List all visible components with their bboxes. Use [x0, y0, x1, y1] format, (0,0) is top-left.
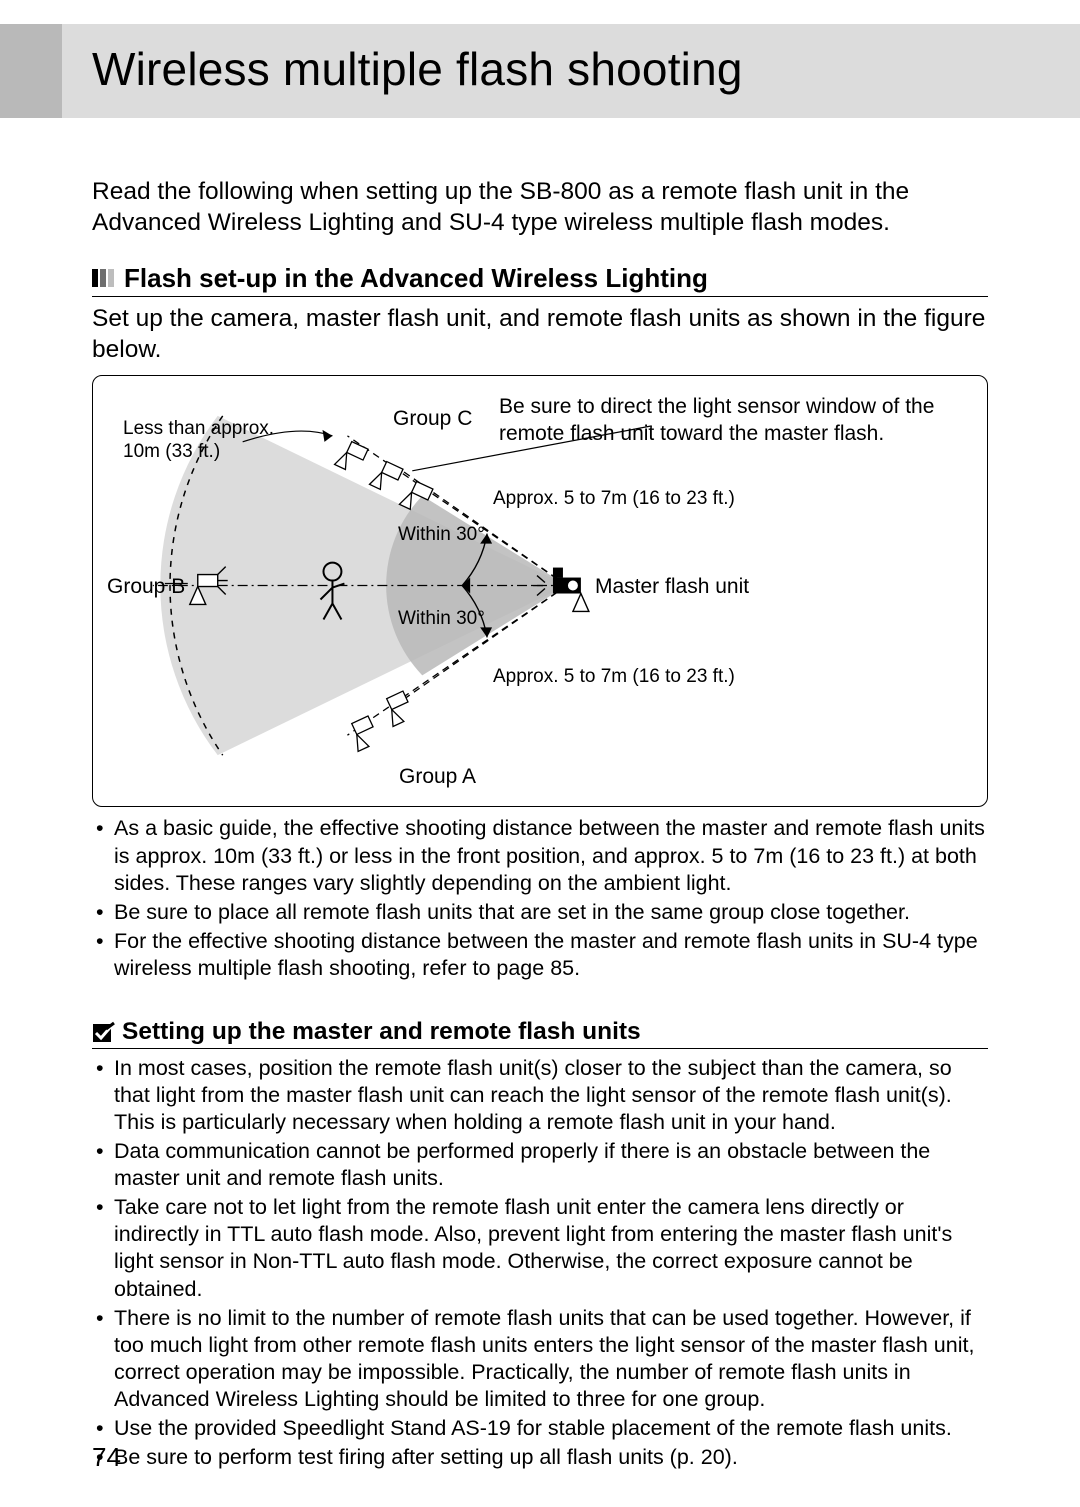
list-item: Take care not to let light from the remo… — [92, 1194, 988, 1302]
page-title: Wireless multiple flash shooting — [92, 42, 1050, 96]
intro-text: Read the following when setting up the S… — [92, 176, 988, 239]
list-item: Be sure to place all remote flash units … — [92, 899, 988, 926]
checkbox-icon — [92, 1021, 116, 1043]
header-side-tab — [0, 24, 62, 118]
header-main: Wireless multiple flash shooting — [62, 24, 1080, 118]
label-sensor-note: Be sure to direct the light sensor windo… — [499, 394, 971, 447]
header-bar: Wireless multiple flash shooting — [0, 24, 1080, 118]
list-item: There is no limit to the number of remot… — [92, 1305, 988, 1413]
list-item: As a basic guide, the effective shooting… — [92, 815, 988, 896]
label-dist-2: Approx. 5 to 7m (16 to 23 ft.) — [493, 666, 735, 689]
label-group-a: Group A — [399, 764, 476, 789]
page: Wireless multiple flash shooting Read th… — [0, 24, 1080, 1507]
list-item: For the effective shooting distance betw… — [92, 928, 988, 982]
section-1-title: Flash set-up in the Advanced Wireless Li… — [124, 263, 708, 294]
section-2-title: Setting up the master and remote flash u… — [122, 1018, 641, 1046]
list-item: Data communication cannot be performed p… — [92, 1138, 988, 1192]
label-group-c: Group C — [393, 406, 472, 431]
section-heading-1: Flash set-up in the Advanced Wireless Li… — [92, 263, 988, 297]
content-area: Read the following when setting up the S… — [0, 176, 1080, 1471]
bars-icon — [92, 267, 118, 289]
label-within-30-a: Within 30° — [398, 524, 485, 547]
section-heading-2: Setting up the master and remote flash u… — [92, 1018, 988, 1049]
bullets-1: As a basic guide, the effective shooting… — [92, 815, 988, 981]
list-item: In most cases, position the remote flash… — [92, 1055, 988, 1136]
list-item: Use the provided Speedlight Stand AS-19 … — [92, 1415, 988, 1442]
bullets-2: In most cases, position the remote flash… — [92, 1055, 988, 1471]
figure-diagram: Less than approx. 10m (33 ft.) Group C B… — [92, 375, 988, 807]
label-dist-1: Approx. 5 to 7m (16 to 23 ft.) — [493, 488, 735, 511]
label-master: Master flash unit — [595, 574, 749, 599]
section-1-subtitle: Set up the camera, master flash unit, an… — [92, 303, 988, 366]
list-item: Be sure to perform test firing after set… — [92, 1444, 988, 1471]
label-group-b: Group B — [107, 574, 185, 599]
label-less-than: Less than approx. 10m (33 ft.) — [123, 418, 274, 464]
page-number: 74 — [92, 1442, 121, 1473]
label-within-30-b: Within 30° — [398, 608, 485, 631]
